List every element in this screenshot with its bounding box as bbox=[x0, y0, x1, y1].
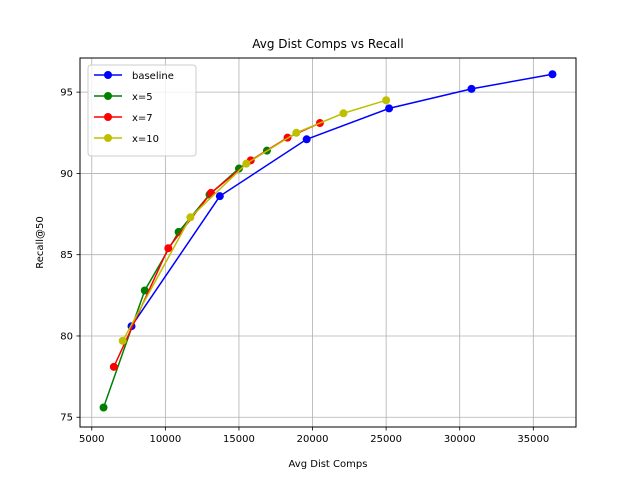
x-tick-label: 25000 bbox=[370, 434, 402, 445]
legend-marker-x-7 bbox=[104, 113, 112, 121]
series-line-baseline bbox=[130, 73, 553, 327]
x-axis-label: Avg Dist Comps bbox=[289, 459, 368, 470]
x-tick-label: 30000 bbox=[444, 434, 476, 445]
legend-marker-x-5 bbox=[104, 92, 112, 100]
y-tick-label: 95 bbox=[60, 88, 73, 99]
legend: baseline x=5 x=7 x=10 bbox=[87, 64, 197, 157]
x-tick-label: 10000 bbox=[149, 434, 181, 445]
x-tick-label: 15000 bbox=[223, 434, 255, 445]
data-point-x-5 bbox=[234, 164, 243, 173]
data-point-x-10 bbox=[186, 213, 195, 222]
x-tick-label: 5000 bbox=[79, 434, 104, 445]
data-point-x-10 bbox=[339, 109, 348, 118]
legend-marker-baseline bbox=[104, 71, 112, 79]
data-point-x-10 bbox=[118, 336, 127, 345]
data-point-x-5 bbox=[99, 403, 108, 412]
data-point-x-5 bbox=[140, 286, 149, 295]
data-point-baseline bbox=[385, 104, 394, 113]
legend-frame bbox=[87, 64, 197, 157]
y-tick-label: 80 bbox=[60, 331, 73, 342]
x-tick-label: 35000 bbox=[517, 434, 549, 445]
ticks: 5000 10000 15000 20000 25000 30000 35000 75 80 85… bbox=[60, 88, 549, 445]
plot-frame bbox=[79, 57, 577, 428]
grid bbox=[80, 58, 576, 427]
legend-label-x-5: x=5 bbox=[132, 92, 153, 103]
data-point-x-7 bbox=[164, 244, 173, 253]
data-point-baseline bbox=[548, 70, 557, 79]
legend-marker-x-10 bbox=[104, 134, 112, 142]
legend-label-x-7: x=7 bbox=[132, 113, 153, 124]
data-point-baseline bbox=[467, 84, 476, 93]
legend-label-baseline: baseline bbox=[132, 71, 174, 82]
y-tick-label: 90 bbox=[60, 169, 73, 180]
chart-title: Avg Dist Comps vs Recall bbox=[252, 37, 403, 51]
y-axis-label: Recall@50 bbox=[35, 216, 46, 269]
series-group bbox=[99, 70, 557, 412]
data-point-baseline bbox=[215, 192, 224, 201]
y-tick-label: 75 bbox=[60, 413, 73, 424]
legend-label-x-10: x=10 bbox=[132, 134, 159, 145]
data-point-x-10 bbox=[292, 128, 301, 137]
y-tick-label: 85 bbox=[60, 250, 73, 261]
data-point-x-10 bbox=[382, 96, 391, 105]
series-line-x-10 bbox=[122, 99, 387, 342]
data-point-baseline bbox=[302, 135, 311, 144]
x-tick-label: 20000 bbox=[297, 434, 329, 445]
data-point-x-7 bbox=[109, 362, 118, 371]
data-point-x-10 bbox=[242, 159, 251, 168]
